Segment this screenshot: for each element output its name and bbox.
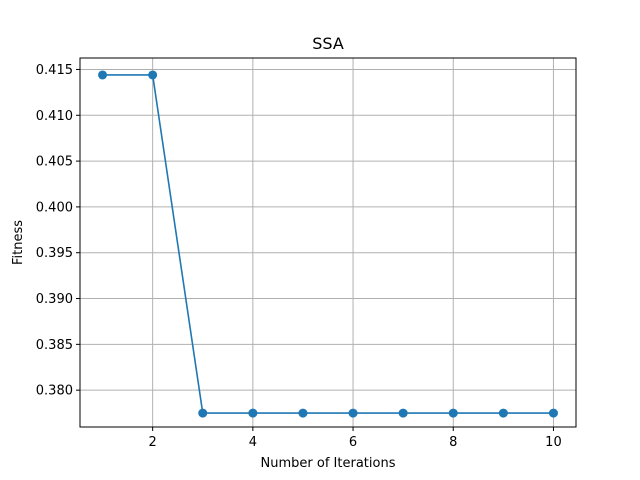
y-tick-label: 0.395 xyxy=(36,246,73,261)
y-tick-label: 0.380 xyxy=(36,384,73,399)
x-axis-ticks: 2 4 6 8 10 xyxy=(149,427,562,450)
series xyxy=(98,70,558,418)
data-point xyxy=(248,408,258,418)
data-point xyxy=(198,408,208,418)
x-tick-label: 6 xyxy=(349,435,357,450)
y-tick-label: 0.385 xyxy=(36,338,73,353)
data-point xyxy=(448,408,458,418)
y-tick-label: 0.415 xyxy=(36,63,73,78)
x-tick-label: 10 xyxy=(545,435,562,450)
data-point xyxy=(298,408,308,418)
x-axis-label: Number of Iterations xyxy=(261,456,396,471)
y-tick-label: 0.390 xyxy=(36,292,73,307)
y-axis-ticks: 0.380 0.385 0.390 0.395 0.400 0.405 0.410 0.415 xyxy=(36,63,80,399)
y-tick-label: 0.400 xyxy=(36,200,73,215)
x-tick-label: 8 xyxy=(449,435,457,450)
chart-title: SSA xyxy=(312,34,344,53)
x-tick-label: 4 xyxy=(249,435,257,450)
data-point xyxy=(98,70,108,80)
grid xyxy=(80,58,576,427)
plot-frame xyxy=(79,57,577,428)
data-point xyxy=(148,70,158,80)
data-point xyxy=(548,408,558,418)
data-point xyxy=(398,408,408,418)
y-axis-label: Fitness xyxy=(11,220,26,265)
x-tick-label: 2 xyxy=(149,435,157,450)
y-tick-label: 0.410 xyxy=(36,109,73,124)
series-line xyxy=(102,74,554,414)
data-point xyxy=(348,408,358,418)
y-tick-label: 0.405 xyxy=(36,155,73,170)
data-point xyxy=(498,408,508,418)
